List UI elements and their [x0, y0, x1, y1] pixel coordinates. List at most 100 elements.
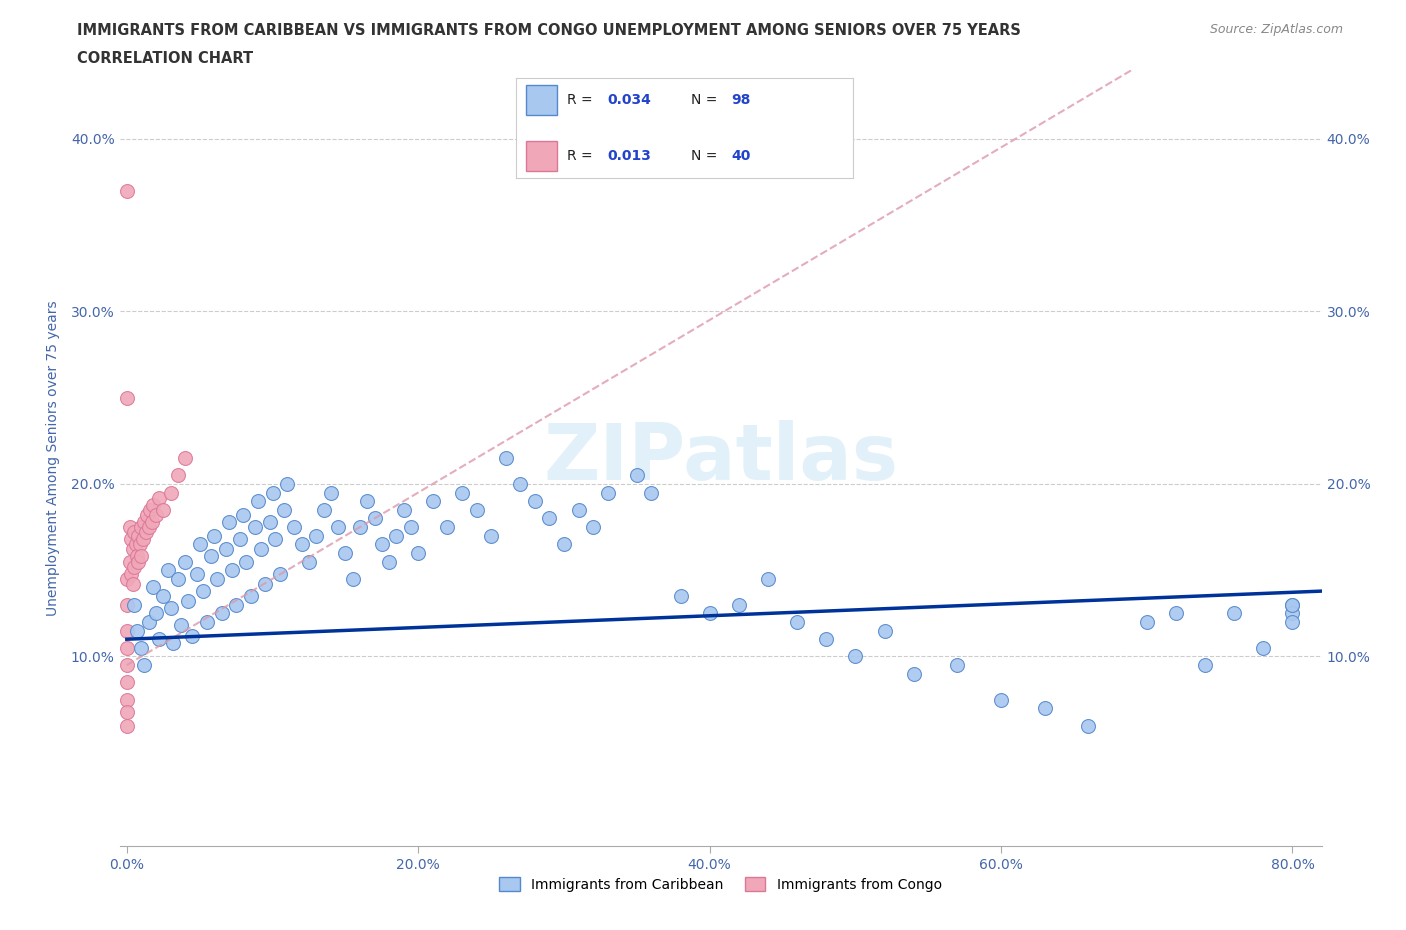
Point: [436, 520, 458, 535]
Point: [134, 658, 156, 672]
Point: [162, 635, 184, 650]
Point: [229, 532, 252, 547]
Point: [567, 502, 589, 517]
Point: [115, 692, 138, 707]
Point: [122, 559, 145, 574]
Point: [148, 490, 170, 505]
Point: [122, 597, 145, 612]
Point: [283, 520, 305, 535]
Point: [120, 566, 142, 581]
Point: [946, 658, 969, 672]
Point: [152, 502, 174, 517]
Point: [371, 537, 394, 551]
Point: [1281, 597, 1303, 612]
Point: [127, 554, 149, 569]
Point: [349, 520, 371, 535]
Point: [626, 468, 648, 483]
Point: [115, 183, 138, 198]
Text: IMMIGRANTS FROM CARIBBEAN VS IMMIGRANTS FROM CONGO UNEMPLOYMENT AMONG SENIORS OV: IMMIGRANTS FROM CARIBBEAN VS IMMIGRANTS …: [77, 23, 1021, 38]
Point: [170, 618, 193, 632]
Point: [1077, 718, 1099, 733]
Point: [1281, 615, 1303, 630]
Point: [174, 451, 197, 466]
Point: [250, 542, 273, 557]
Point: [218, 514, 240, 529]
Point: [166, 571, 188, 586]
Point: [873, 623, 896, 638]
Point: [115, 597, 138, 612]
Point: [786, 615, 808, 630]
Point: [142, 498, 165, 512]
Point: [138, 615, 160, 630]
Point: [115, 571, 138, 586]
Point: [124, 537, 146, 551]
Point: [156, 563, 179, 578]
Point: [1033, 701, 1056, 716]
Point: [177, 594, 200, 609]
Point: [132, 532, 155, 547]
Point: [262, 485, 284, 500]
Point: [291, 537, 314, 551]
Point: [273, 502, 295, 517]
Point: [727, 597, 749, 612]
Point: [145, 606, 167, 621]
Point: [122, 525, 145, 539]
Point: [115, 658, 138, 672]
Point: [121, 542, 143, 557]
Point: [200, 549, 222, 564]
Point: [139, 502, 162, 517]
Point: [356, 494, 378, 509]
Text: ZIPatlas: ZIPatlas: [543, 420, 898, 496]
Point: [1194, 658, 1216, 672]
Point: [166, 468, 188, 483]
Point: [509, 476, 531, 491]
Point: [141, 514, 163, 529]
Point: [221, 563, 243, 578]
Point: [159, 601, 181, 616]
Point: [495, 451, 517, 466]
Point: [844, 649, 866, 664]
Point: [127, 528, 149, 543]
Point: [115, 704, 138, 719]
Point: [669, 589, 692, 604]
Legend: Immigrants from Caribbean, Immigrants from Congo: Immigrants from Caribbean, Immigrants fr…: [494, 871, 948, 897]
Point: [342, 571, 364, 586]
Point: [195, 615, 218, 630]
Point: [174, 554, 197, 569]
Point: [553, 537, 575, 551]
Point: [191, 583, 214, 598]
Point: [538, 511, 561, 525]
Point: [392, 502, 415, 517]
Point: [145, 508, 167, 523]
Point: [1281, 606, 1303, 621]
Y-axis label: Unemployment Among Seniors over 75 years: Unemployment Among Seniors over 75 years: [45, 300, 59, 616]
Point: [1223, 606, 1246, 621]
Point: [138, 520, 160, 535]
Point: [118, 520, 141, 535]
Point: [115, 623, 138, 638]
Point: [159, 485, 181, 500]
Point: [131, 549, 153, 564]
Point: [582, 520, 605, 535]
Point: [363, 511, 385, 525]
Text: Source: ZipAtlas.com: Source: ZipAtlas.com: [1209, 23, 1343, 36]
Point: [188, 537, 211, 551]
Point: [596, 485, 619, 500]
Point: [135, 525, 157, 539]
Point: [406, 546, 429, 561]
Point: [215, 542, 238, 557]
Point: [756, 571, 779, 586]
Point: [118, 554, 141, 569]
Point: [246, 494, 269, 509]
Point: [134, 514, 156, 529]
Point: [699, 606, 721, 621]
Point: [243, 520, 266, 535]
Point: [120, 532, 142, 547]
Point: [335, 546, 357, 561]
Point: [903, 666, 925, 681]
Point: [399, 520, 422, 535]
Point: [269, 566, 291, 581]
Point: [1281, 597, 1303, 612]
Point: [422, 494, 444, 509]
Point: [298, 554, 321, 569]
